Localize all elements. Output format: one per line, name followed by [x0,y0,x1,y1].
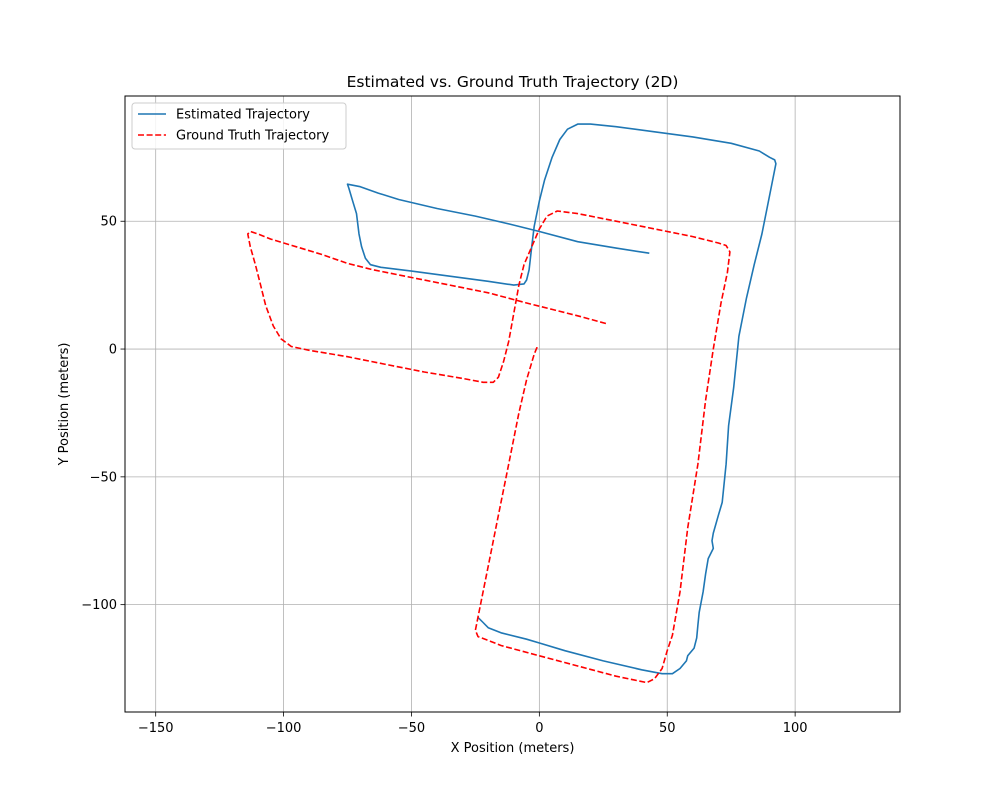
series-lines [247,123,777,684]
y-tick-label: −50 [90,470,117,485]
x-tick-label: −100 [266,721,302,736]
ground-truth-trajectory-line [247,210,731,684]
legend-label: Estimated Trajectory [176,108,310,123]
legend-box [131,102,347,150]
y-tick-label: 0 [109,343,117,358]
grid-lines [125,96,900,712]
x-tick-label: 50 [659,721,676,736]
axis-ticks: −150 −100 −50 0 50 100 −100 −50 0 50 [81,215,807,736]
chart-title: Estimated vs. Ground Truth Trajectory (2… [347,73,679,91]
plot-area-frame [124,95,901,713]
estimated-trajectory-line [346,123,777,675]
x-axis-label: X Position (meters) [451,741,575,756]
x-tick-label: 0 [535,721,543,736]
y-axis-label: Y Position (meters) [57,343,72,467]
legend: Estimated Trajectory Ground Truth Traject… [131,102,347,150]
y-tick-label: 50 [100,215,117,230]
y-tick-label: −100 [81,598,117,613]
x-tick-label: −150 [138,721,174,736]
x-tick-label: −50 [398,721,425,736]
legend-label: Ground Truth Trajectory [176,129,330,144]
x-tick-label: 100 [783,721,808,736]
